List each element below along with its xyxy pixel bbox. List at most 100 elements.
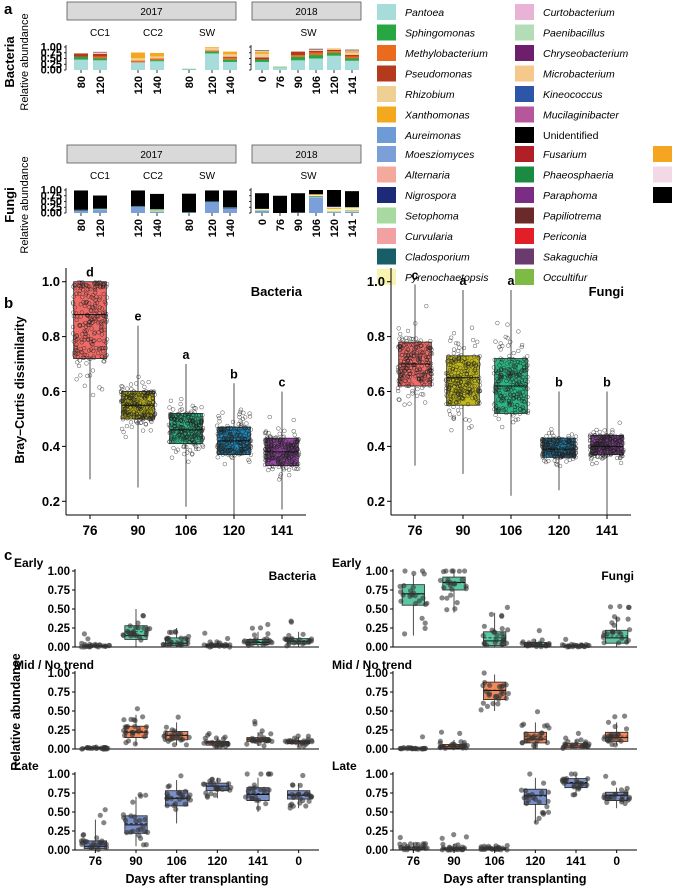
y-tick-label: 1.00 <box>41 42 62 54</box>
jitter-point <box>525 408 531 414</box>
jitter-point <box>610 428 615 433</box>
jitter-point <box>462 385 468 390</box>
y-tick-label: 0.25 <box>366 725 389 737</box>
jitter-point <box>144 393 149 398</box>
jitter-point <box>104 337 110 342</box>
jitter-point <box>424 341 429 346</box>
y-tick-label: 0.50 <box>366 604 388 616</box>
jitter-point <box>414 367 419 372</box>
jitter-point <box>521 361 526 367</box>
legend-swatch <box>515 24 534 41</box>
jitter-point <box>518 373 523 379</box>
significance-letter: c <box>279 376 286 390</box>
jitter-point <box>618 450 623 455</box>
data-point <box>265 631 271 637</box>
jitter-point <box>420 350 425 355</box>
jitter-point <box>236 422 241 427</box>
jitter-point <box>241 433 247 439</box>
y-tick-label: 0.4 <box>42 439 61 454</box>
jitter-point <box>282 443 287 448</box>
y-tick-label: 0.25 <box>48 826 71 838</box>
significance-letter: b <box>230 367 238 381</box>
jitter-point <box>71 310 76 315</box>
data-point <box>617 603 623 610</box>
bar-segment-pseudomonas <box>345 54 359 57</box>
data-point <box>165 793 171 800</box>
jitter-point <box>428 351 433 357</box>
jitter-point <box>152 412 158 417</box>
data-point <box>454 600 460 606</box>
data-point <box>574 780 581 786</box>
jitter-point <box>120 384 125 389</box>
jitter-point <box>413 362 418 368</box>
jitter-point <box>151 400 156 405</box>
bar-segment-methylobacterium <box>93 56 107 59</box>
jitter-point <box>184 444 189 450</box>
jitter-point <box>71 339 76 344</box>
bar-segment-sphingomonas <box>291 56 305 61</box>
jitter-point <box>84 353 89 358</box>
legend-swatch <box>515 187 534 203</box>
jitter-point <box>549 427 554 432</box>
jitter-point <box>513 410 518 415</box>
data-point <box>120 812 126 818</box>
jitter-point <box>103 301 109 306</box>
legend-entry: Curtobacterium <box>543 7 615 19</box>
jitter-point <box>273 455 278 460</box>
group-label: SW <box>300 28 317 39</box>
trend-row-label: Mid / No trend <box>332 658 412 672</box>
jitter-point <box>572 451 577 456</box>
jitter-point <box>525 379 530 384</box>
data-point <box>202 630 208 636</box>
jitter-point <box>82 383 87 388</box>
jitter-point <box>286 457 291 462</box>
x-tick-label: 120 <box>525 854 545 868</box>
jitter-point <box>225 444 230 449</box>
x-tick-label: 141 <box>347 76 359 94</box>
jitter-point <box>505 336 510 341</box>
y-tick-label: 0.75 <box>41 190 62 202</box>
bar-segment-unidentified <box>205 190 219 202</box>
bar-segment-unidentified <box>93 195 107 209</box>
jitter-point <box>508 379 513 384</box>
data-point <box>305 733 311 739</box>
data-point <box>182 788 188 795</box>
jitter-point <box>238 451 244 456</box>
jitter-point <box>409 342 414 347</box>
jitter-point <box>292 466 297 471</box>
jitter-point <box>247 432 252 437</box>
x-tick-label: 120 <box>329 219 341 237</box>
jitter-point <box>91 305 96 310</box>
data-point <box>619 635 625 641</box>
bar-segment-pantoea <box>291 60 305 70</box>
jitter-point <box>508 402 513 407</box>
data-point <box>300 772 306 779</box>
jitter-point <box>85 373 90 379</box>
data-point <box>480 700 486 706</box>
jitter-point <box>426 360 432 366</box>
jitter-point <box>560 443 565 449</box>
jitter-point <box>104 318 109 323</box>
data-point <box>214 639 220 645</box>
jitter-point <box>410 391 415 396</box>
bar-segment-cladosporium <box>93 208 107 210</box>
jitter-point <box>451 404 456 410</box>
jitter-point <box>282 428 287 433</box>
data-point <box>445 579 451 586</box>
data-point <box>140 824 146 830</box>
data-point <box>165 738 171 744</box>
legend-swatch <box>515 4 534 20</box>
data-point <box>164 803 170 809</box>
bar-segment-moesziomyces <box>327 212 341 213</box>
jitter-point <box>413 336 419 341</box>
jitter-point <box>238 409 243 415</box>
data-point <box>612 723 618 730</box>
jitter-point <box>573 434 579 439</box>
jitter-point <box>218 446 223 451</box>
x-tick-label: 76 <box>275 76 287 88</box>
jitter-point <box>133 394 138 399</box>
data-point <box>544 722 550 728</box>
jitter-point <box>447 368 453 373</box>
jitter-point <box>276 464 281 470</box>
